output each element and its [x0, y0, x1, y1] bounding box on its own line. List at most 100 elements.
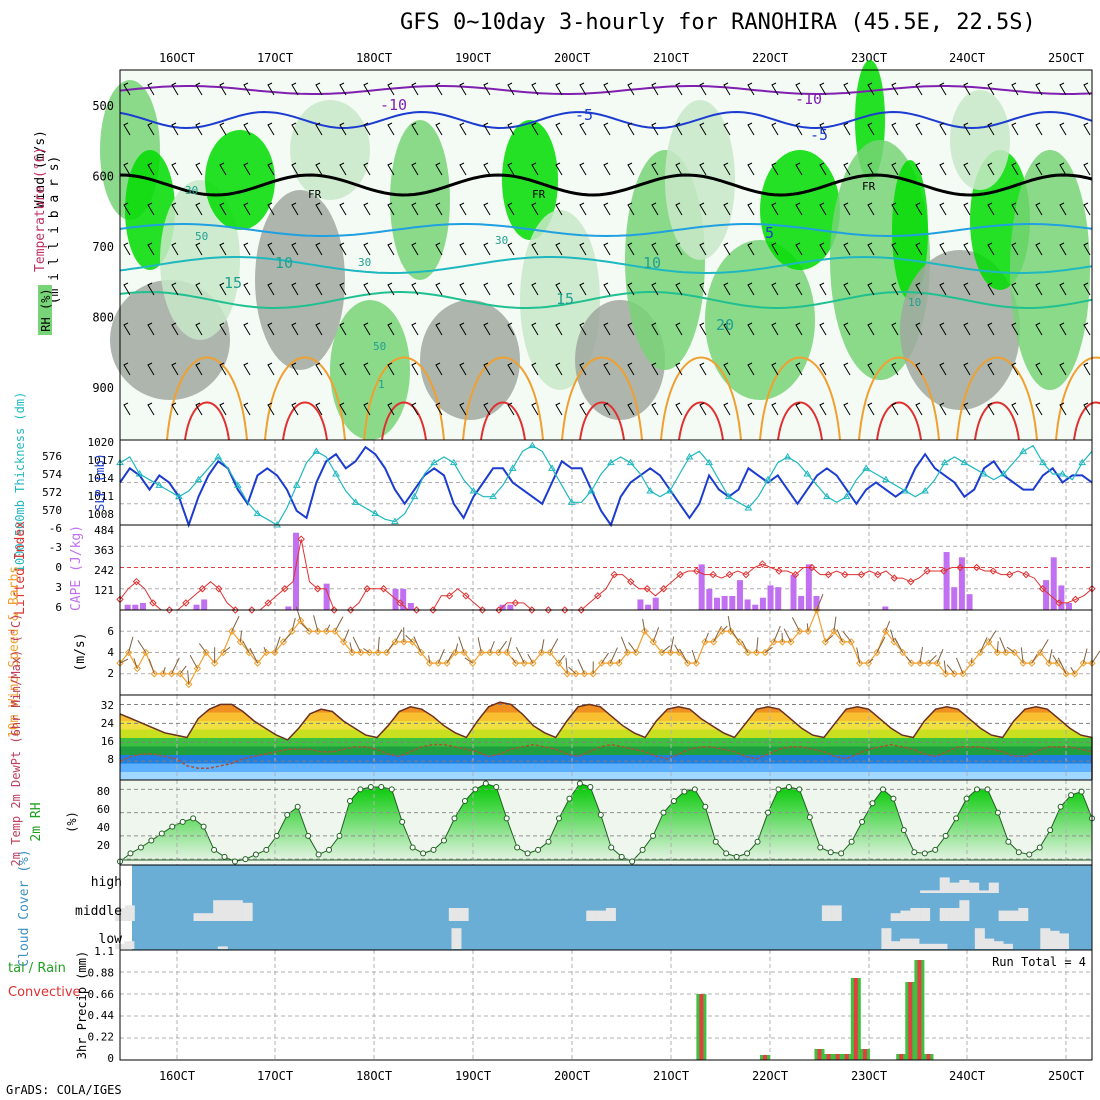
- wind-speed-marker: [400, 638, 408, 646]
- lifted-index-marker: [874, 570, 882, 579]
- wind-speed-marker: [684, 659, 692, 667]
- wind-barb-icon: [489, 641, 495, 653]
- rh-marker: [555, 815, 562, 822]
- wind-speed-marker: [253, 659, 262, 667]
- wind-barb-icon: [363, 648, 370, 653]
- wind-barb-icon: [795, 242, 803, 256]
- contour-label: 30: [358, 256, 371, 269]
- top-date-label: 20OCT: [554, 51, 590, 65]
- contour-label: 15: [556, 290, 574, 308]
- wind-barb-icon: [249, 647, 259, 664]
- thickness-tick-label: 576: [42, 450, 62, 463]
- wind-speed-marker: [967, 659, 976, 667]
- wind-speed-marker: [262, 648, 270, 657]
- rh-marker: [179, 818, 186, 825]
- thickness-marker: [135, 470, 144, 477]
- wind-barb-icon: [315, 402, 323, 416]
- wind-barb-icon: [507, 282, 515, 296]
- wind-speed-marker: [228, 627, 236, 635]
- lifted-index-marker: [972, 563, 981, 572]
- rh-marker: [576, 780, 583, 787]
- wind-barb-icon: [171, 82, 179, 96]
- wind-barb-icon: [531, 242, 539, 256]
- wind-speed-marker: [916, 659, 924, 667]
- thickness-marker: [685, 453, 694, 460]
- lifted-index-marker: [577, 606, 585, 614]
- rh-marker: [441, 837, 447, 844]
- cape-bar: [201, 599, 208, 610]
- wind-barb-icon: [464, 657, 473, 664]
- lifted-index-marker: [692, 567, 701, 575]
- wind-barb-icon: [915, 122, 923, 136]
- wind-barb-icon: [531, 402, 539, 416]
- wind-speed-marker: [942, 670, 950, 678]
- wind-barb-icon: [843, 322, 851, 336]
- rh-marker: [127, 850, 134, 857]
- wind-speed-marker: [279, 638, 288, 646]
- wind-barb-icon: [603, 242, 611, 256]
- wind-barb-icon: [352, 636, 362, 653]
- wind-barb-icon: [939, 402, 947, 416]
- wind-speed-marker: [331, 627, 339, 635]
- rh-shading: [255, 190, 345, 370]
- wind-barb-icon: [363, 122, 371, 136]
- wind-barb-icon: [1011, 162, 1019, 176]
- wind-barb-icon: [819, 322, 827, 336]
- wind-barb-icon: [363, 402, 371, 416]
- wind-barb-icon: [867, 242, 875, 256]
- lifted-index-marker: [561, 606, 569, 614]
- wind-speed-marker: [511, 659, 520, 667]
- wind-barb-icon: [387, 242, 395, 256]
- wind-barb-icon: [723, 362, 731, 376]
- wind-speed-marker: [357, 648, 365, 657]
- wind-barb-icon: [1083, 202, 1091, 216]
- wind-barb-icon: [939, 202, 947, 216]
- wind-barb-icon: [713, 625, 722, 643]
- wind-barb-icon: [454, 643, 459, 653]
- wind-speed-marker: [348, 648, 356, 657]
- wind-barb-icon: [771, 282, 779, 296]
- wind-barb-icon: [219, 322, 227, 336]
- wind-barb-icon: [876, 636, 886, 653]
- contour-20: [858, 356, 940, 441]
- lifted-index-marker: [857, 570, 866, 579]
- rh-marker: [524, 850, 531, 857]
- wind-speed-marker: [709, 638, 718, 646]
- wind-barb-icon: [987, 162, 995, 176]
- contour-20: [363, 356, 445, 441]
- wind-speed-marker: [1071, 670, 1079, 678]
- wind-speed-marker: [727, 627, 735, 635]
- wind-speed-marker: [924, 659, 933, 667]
- rh-marker: [430, 846, 437, 853]
- thickness-marker: [862, 464, 871, 471]
- wind-barb-icon: [123, 82, 131, 96]
- wind-barb-icon: [1031, 653, 1038, 664]
- lifted-index-marker: [1055, 599, 1063, 607]
- wind-barb-icon: [411, 322, 419, 336]
- wind-barb-icon: [651, 322, 659, 336]
- thickness-marker: [430, 458, 439, 466]
- slp-tick-label: 1008: [88, 508, 115, 521]
- wind-barb-icon: [387, 202, 395, 216]
- wind-barb-icon: [987, 122, 995, 136]
- lifted-index-marker: [297, 535, 305, 543]
- cloud-low-bar: [881, 928, 892, 949]
- wind-barb-icon: [219, 242, 227, 256]
- wind-barb-icon: [291, 242, 299, 256]
- cloud-high-bar: [959, 880, 970, 893]
- wind-speed-marker: [503, 648, 511, 657]
- wind-barb-icon: [1011, 282, 1019, 296]
- cloud-axis-label: Cloud Cover (%): [17, 849, 32, 966]
- wind-barb-icon: [963, 322, 971, 336]
- wind-barb-icon: [579, 362, 587, 376]
- wind-barb-icon: [915, 402, 923, 416]
- wind-barb-icon: [661, 645, 671, 653]
- wind-barb-icon: [531, 282, 539, 296]
- lifted-index-marker: [1038, 585, 1047, 593]
- wind-barb-icon: [731, 630, 740, 643]
- wind-barb-icon: [747, 122, 755, 136]
- contour-25: [480, 401, 526, 441]
- rh-marker: [231, 858, 238, 865]
- wind-barb-icon: [483, 122, 491, 136]
- lifted-index-marker: [841, 570, 849, 579]
